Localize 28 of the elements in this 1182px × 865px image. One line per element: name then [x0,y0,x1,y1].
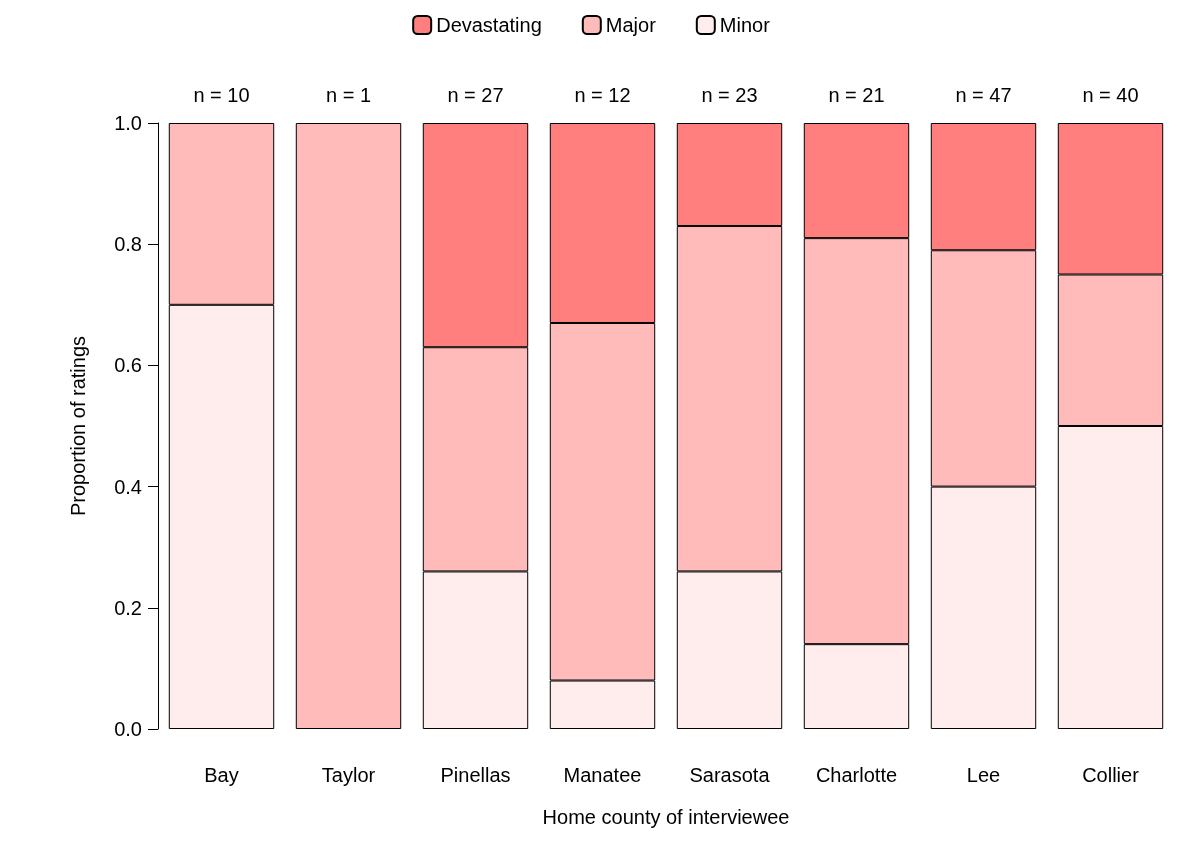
text: n = 12 [574,84,631,106]
y-tick-label: 0.0 [114,718,142,740]
x-tick-label: Pinellas [440,764,511,786]
text: n = 10 [193,84,250,106]
y-tick-label: 1.0 [114,112,142,134]
x-tick-label: Bay [204,764,239,786]
x-tick-label: Taylor [321,764,376,786]
text: n = 47 [955,84,1012,106]
text: n = 40 [1082,84,1139,106]
x-axis-title: Home county of interviewee [542,806,790,828]
y-axis-title: Proportion of ratings [67,335,89,517]
text: n = 23 [701,84,758,106]
x-tick-label: Lee [966,764,1001,786]
y-tick-label: 0.4 [114,475,142,498]
text: n = 21 [828,84,885,106]
x-tick-label: Collier [1082,764,1140,786]
bar [295,123,402,729]
x-tick-label: Charlotte [815,764,898,786]
x-tick-label: Sarasota [689,764,771,786]
y-tick-label: 0.8 [114,233,142,256]
legend-label: Devastating [436,14,542,36]
y-tick-label: 0.2 [114,596,142,619]
text: n = 1 [325,84,372,106]
text: n = 27 [447,84,504,106]
x-tick-label: Manatee [563,764,642,786]
legend-label: Major [605,14,657,36]
legend-label: Minor [719,14,771,36]
y-tick-label: 0.6 [114,354,142,377]
